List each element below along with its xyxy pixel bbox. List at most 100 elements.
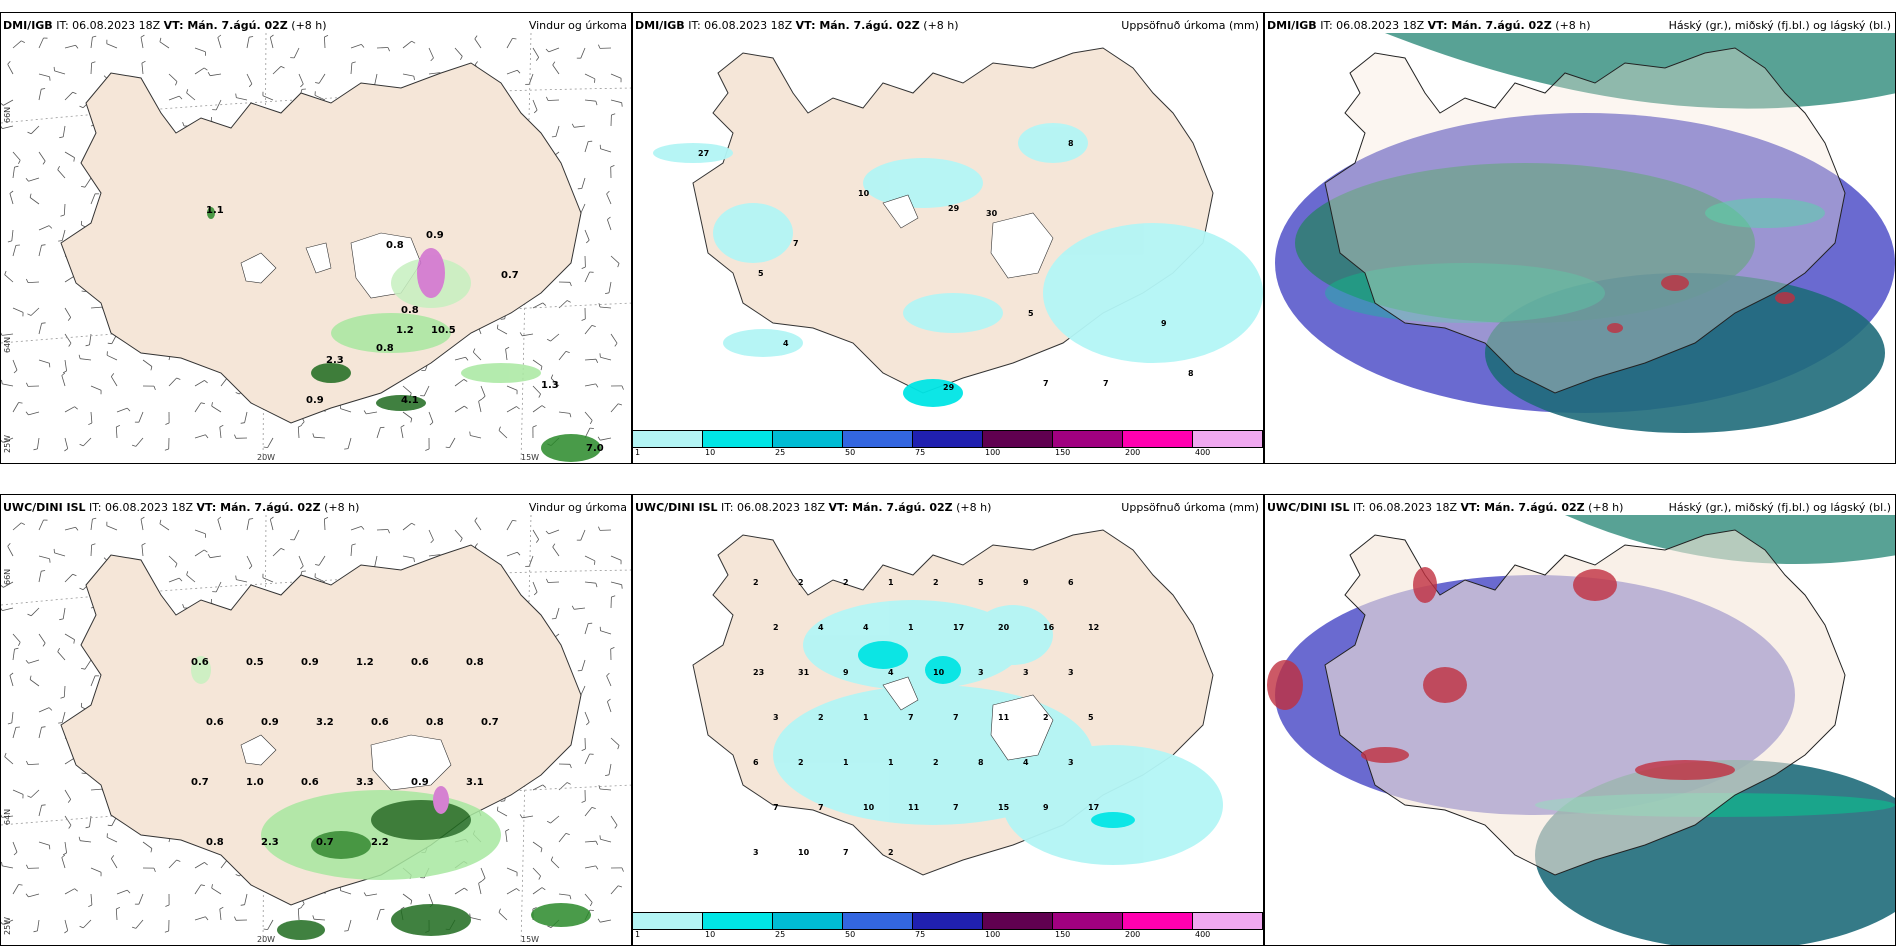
wind-barb-feather: [219, 424, 224, 428]
wind-barb: [64, 841, 67, 853]
wind-barb-feather: [280, 548, 285, 551]
wind-barb-feather: [552, 61, 556, 66]
wind-barb-feather: [153, 385, 156, 391]
wind-barb: [584, 555, 596, 562]
wind-barb-feather: [505, 346, 510, 350]
colorbar-swatch: [703, 431, 773, 447]
wind-barb-feather: [127, 889, 131, 894]
value-label: 2: [933, 758, 939, 767]
wind-barb-feather: [589, 420, 593, 425]
wind-barb: [194, 549, 205, 557]
wind-barb: [115, 426, 118, 439]
wind-barb: [38, 805, 42, 817]
wind-barb: [2, 815, 14, 818]
wind-barb-feather: [270, 34, 274, 38]
wind-barb-feather: [131, 444, 137, 447]
value-label: 0.8: [401, 305, 419, 316]
value-label: 1: [863, 713, 869, 722]
wind-barb-feather: [235, 575, 237, 580]
value-label: 2: [798, 578, 804, 587]
wind-barb: [428, 72, 440, 75]
wind-barb: [555, 607, 560, 619]
value-label: 1.0: [246, 777, 264, 788]
wind-barb: [219, 427, 222, 439]
wind-barb-feather: [14, 165, 19, 168]
wind-barb-feather: [153, 867, 156, 873]
panel-wind-precip-uwc: UWC/DINI ISL IT: 06.08.2023 18Z VT: Mán.…: [0, 494, 632, 946]
wind-barb: [27, 281, 40, 283]
wind-barb-feather: [478, 880, 483, 884]
wind-barb: [580, 47, 586, 59]
wind-barb-feather: [240, 422, 245, 424]
wind-barb: [350, 544, 353, 557]
colorbar-swatch: [773, 431, 843, 447]
panel-header: UWC/DINI ISL IT: 06.08.2023 18Z VT: Mán.…: [1267, 501, 1623, 514]
wind-barb-feather: [497, 324, 499, 329]
wind-barb-feather: [532, 907, 537, 910]
wind-barb-feather: [1, 861, 3, 866]
wind-barb-feather: [617, 263, 620, 268]
wind-barb: [12, 245, 17, 257]
value-label: 31: [798, 668, 810, 677]
lat-label-25w: 25W: [3, 434, 12, 453]
wind-barb: [532, 841, 543, 849]
wind-barb-feather: [13, 369, 18, 374]
lon-label-15w: 15W: [521, 453, 540, 462]
wind-barb: [61, 229, 66, 241]
wind-barb-feather: [61, 372, 66, 376]
wind-barb-feather: [621, 584, 623, 589]
wind-barb: [506, 888, 517, 895]
wind-barb-feather: [150, 366, 153, 371]
value-label: 7: [1103, 379, 1109, 388]
value-label: 0.9: [306, 395, 324, 406]
wind-barb-feather: [614, 824, 618, 829]
wind-barb: [142, 841, 153, 849]
wind-barb: [480, 867, 486, 879]
field-title: Vindur og úrkoma: [528, 501, 627, 514]
colorbar-label: 200: [1125, 448, 1141, 457]
wind-barb-feather: [481, 395, 486, 400]
wind-barb: [38, 633, 46, 644]
value-label: 0.8: [466, 657, 484, 668]
wind-barb: [2, 919, 14, 925]
wind-map: 1.10.80.90.70.80.81.2 10.52.30.9 4.11.37.0: [1, 33, 631, 463]
wind-barb-feather: [49, 558, 51, 563]
wind-barb: [574, 125, 586, 128]
wind-barb: [186, 574, 196, 583]
wind-barb: [9, 675, 14, 687]
wind-barb: [506, 38, 513, 49]
value-label: 0.6: [411, 657, 429, 668]
wind-barb-feather: [460, 538, 463, 542]
wind-barb: [555, 125, 560, 137]
wind-barb-feather: [547, 925, 552, 928]
wind-barb: [423, 385, 430, 397]
wind-barb: [90, 867, 102, 873]
wind-barb-feather: [1, 102, 4, 106]
wind-barb: [38, 225, 50, 231]
wind-barb-feather: [211, 402, 213, 407]
wind-barb-feather: [79, 443, 84, 447]
wind-barb: [293, 529, 300, 541]
wind-barb: [608, 763, 612, 775]
wind-barb: [600, 437, 612, 441]
wind-barb-feather: [42, 160, 46, 165]
wind-barb-feather: [532, 425, 537, 428]
value-label: 1: [888, 758, 894, 767]
wind-barb: [80, 840, 92, 843]
wind-barb: [211, 887, 222, 895]
wind-barb: [610, 73, 622, 79]
colorbar-swatch: [1053, 431, 1123, 447]
wind-barb-feather: [315, 564, 320, 566]
wind-barb-feather: [400, 424, 405, 428]
wind-barb-feather: [542, 302, 547, 306]
wind-barb: [38, 73, 50, 78]
value-label: 8: [1188, 369, 1194, 378]
wind-barb-feather: [569, 895, 572, 900]
valid-time: VT: Mán. 7.ágú. 02Z: [196, 501, 321, 514]
wind-barb-feather: [606, 672, 610, 677]
wind-barb-feather: [234, 434, 237, 439]
value-label: 1: [888, 578, 894, 587]
wind-barb: [347, 437, 352, 449]
wind-barb-feather: [429, 422, 434, 426]
wind-barb: [528, 73, 534, 85]
